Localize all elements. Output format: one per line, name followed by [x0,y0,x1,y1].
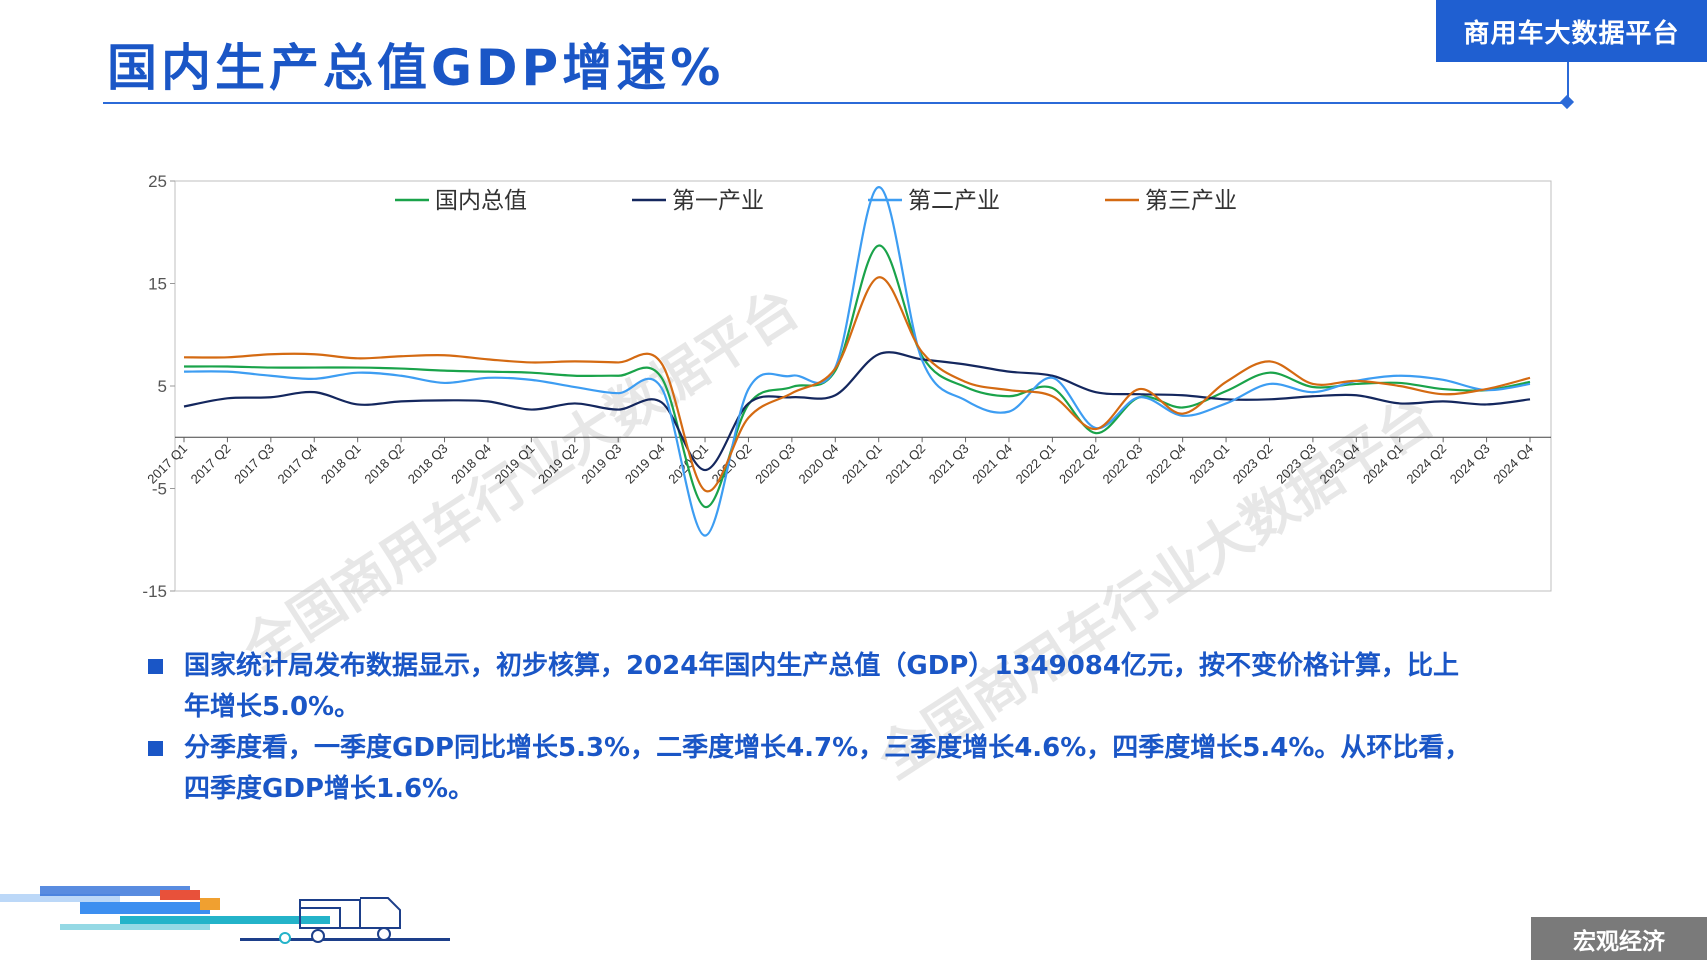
x-tick-label: 2021 Q3 [926,441,972,487]
x-tick-label: 2024 Q2 [1403,441,1449,487]
y-tick-label: -15 [142,582,167,601]
bullet-text-line: 四季度GDP增长1.6%。 [184,774,475,804]
x-tick-label: 2021 Q2 [882,441,928,487]
legend-label: 第二产业 [908,188,1000,214]
x-tick-label: 2018 Q4 [448,441,494,487]
x-tick-label: 2019 Q2 [535,441,581,487]
truck-logo-graphic [0,886,450,944]
page-title: 国内生产总值GDP增速% [107,39,725,97]
legend-label: 第三产业 [1145,188,1237,214]
x-tick-label: 2021 Q4 [969,441,1015,487]
series-line-2 [183,351,1531,472]
x-tick-label: 2024 Q4 [1490,441,1536,487]
x-tick-label: 2023 Q4 [1317,441,1363,487]
x-tick-label: 2019 Q4 [622,441,668,487]
x-tick-label: 2023 Q1 [1186,441,1232,487]
x-tick-label: 2021 Q1 [839,441,885,487]
title-divider [103,62,1575,110]
x-tick-label: 2023 Q3 [1273,441,1319,487]
bullet-item: 国家统计局发布数据显示，初步核算，2024年国内生产总值（GDP）1349084… [148,646,1568,728]
bullet-text-line: 分季度看，一季度GDP同比增长5.3%，二季度增长4.7%，三季度增长4.6%，… [184,733,1471,763]
bullet-square-icon [148,659,163,674]
x-tick-label: 2019 Q3 [578,441,624,487]
y-tick-label: 25 [148,172,167,191]
x-tick-label: 2017 Q1 [144,441,190,487]
bullet-text-line: 国家统计局发布数据显示，初步核算，2024年国内生产总值（GDP）1349084… [184,651,1459,681]
x-tick-label: 2024 Q3 [1447,441,1493,487]
x-tick-label: 2020 Q4 [796,441,842,487]
summary-bullets: 国家统计局发布数据显示，初步核算，2024年国内生产总值（GDP）1349084… [148,646,1568,810]
series-line-1 [183,244,1531,509]
x-tick-label: 2019 Q1 [492,441,538,487]
y-tick-label: 5 [158,377,167,396]
section-tag: 宏观经济 [1531,917,1707,960]
x-tick-label: 2018 Q3 [405,441,451,487]
bullet-item: 分季度看，一季度GDP同比增长5.3%，二季度增长4.7%，三季度增长4.6%，… [148,728,1568,810]
x-tick-label: 2023 Q2 [1230,441,1276,487]
series-line-4 [183,276,1531,493]
bullet-square-icon [148,741,163,756]
x-tick-label: 2017 Q2 [188,441,234,487]
series-line-3 [183,186,1531,537]
x-tick-label: 2020 Q3 [752,441,798,487]
x-tick-label: 2022 Q4 [1143,441,1189,487]
bullet-text-line: 年增长5.0%。 [184,692,361,722]
x-tick-label: 2017 Q3 [231,441,277,487]
y-tick-label: -5 [152,480,167,499]
legend-label: 国内总值 [435,188,527,214]
y-tick-label: 15 [148,275,167,294]
brand-badge: 商用车大数据平台 [1436,0,1707,62]
x-tick-label: 2018 Q2 [361,441,407,487]
x-tick-label: 2022 Q3 [1099,441,1145,487]
x-tick-label: 2024 Q1 [1360,441,1406,487]
x-tick-label: 2018 Q1 [318,441,364,487]
legend-label: 第一产业 [672,188,764,214]
x-tick-label: 2022 Q2 [1056,441,1102,487]
x-tick-label: 2022 Q1 [1013,441,1059,487]
x-tick-label: 2017 Q4 [275,441,321,487]
